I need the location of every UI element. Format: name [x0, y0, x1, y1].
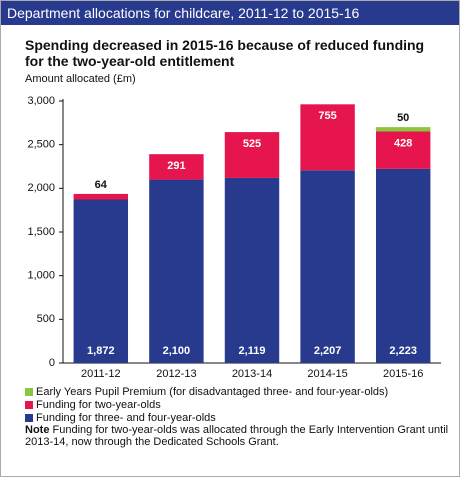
legend-item: Funding for two-year-olds — [25, 398, 455, 411]
legend-label: Funding for two-year-olds — [36, 398, 161, 411]
bar-segment — [149, 154, 204, 180]
y-tick-label: 1,000 — [27, 270, 55, 282]
x-tick-label: 2013-14 — [232, 368, 272, 380]
value-label: 525 — [243, 138, 261, 150]
legend-swatch — [25, 413, 33, 422]
bar-segment — [375, 127, 431, 132]
x-tick-label: 2014-15 — [307, 368, 347, 380]
legend-item: Early Years Pupil Premium (for disadvant… — [25, 385, 455, 398]
x-tick-label: 2011-12 — [81, 368, 121, 380]
note-label: Note — [25, 424, 50, 436]
chart: 0 500 1,000 1,500 2,000 2,500 3,000 2011-12 1,87… — [27, 95, 441, 380]
y-tick-label: 1,500 — [27, 226, 55, 238]
bar-segment — [224, 132, 280, 178]
bar-segment — [375, 131, 431, 169]
bar-segment — [73, 199, 129, 363]
x-tick-label: 2015-16 — [383, 368, 423, 380]
chart-title: Spending decreased in 2015-16 because of… — [25, 37, 425, 69]
legend-label: Funding for three- and four-year-olds — [36, 411, 216, 424]
y-tick-label: 500 — [37, 313, 55, 325]
value-label: 755 — [318, 110, 336, 122]
value-label: 2,119 — [239, 345, 266, 357]
bar-segment — [224, 177, 280, 363]
bar-segment — [300, 104, 355, 171]
y-tick-label: 2,500 — [27, 139, 55, 151]
legend-label: Early Years Pupil Premium (for disadvant… — [36, 385, 389, 398]
y-tick-label: 0 — [49, 357, 55, 369]
y-tick-label: 3,000 — [27, 95, 55, 107]
legend-swatch — [25, 387, 33, 396]
value-label: 2,223 — [389, 345, 417, 357]
note-text: Funding for two-year-olds was allocated … — [25, 424, 449, 448]
legend-items: Early Years Pupil Premium (for disadvant… — [25, 385, 455, 424]
note: Note Funding for two-year-olds was alloc… — [25, 424, 455, 448]
value-label: 428 — [394, 137, 412, 149]
value-label: 2,207 — [314, 345, 342, 357]
legend-item: Funding for three- and four-year-olds — [25, 411, 455, 424]
value-label: 50 — [397, 112, 409, 124]
y-axis-label: Amount allocated (£m) — [25, 73, 136, 85]
header: Department allocations for childcare, 20… — [1, 1, 459, 25]
value-label: 2,100 — [163, 345, 191, 357]
x-tick-label: 2012-13 — [156, 368, 196, 380]
y-tick-label: 2,000 — [27, 182, 55, 194]
bar-segment — [149, 179, 204, 363]
bar-segment — [300, 170, 355, 363]
legend: Early Years Pupil Premium (for disadvant… — [25, 385, 455, 448]
value-label: 64 — [95, 179, 108, 191]
bar-segment — [375, 168, 431, 363]
value-label: 291 — [167, 160, 185, 172]
legend-swatch — [25, 400, 33, 409]
value-label: 1,872 — [87, 345, 115, 357]
bar-segment — [73, 193, 129, 200]
